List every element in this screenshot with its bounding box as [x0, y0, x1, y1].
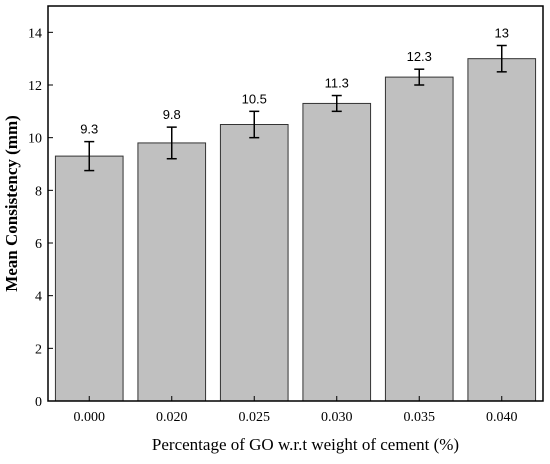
value-label-0.040: 13 [495, 26, 509, 41]
value-label-0.025: 10.5 [242, 91, 267, 106]
x-axis-title: Percentage of GO w.r.t weight of cement … [152, 435, 459, 454]
value-label-0.020: 9.8 [163, 107, 181, 122]
bars-group [54, 58, 537, 402]
x-tick-label-0.020: 0.020 [156, 410, 188, 425]
bar-0.020 [137, 142, 207, 402]
value-labels-group: 9.3 9.8 10.5 11.3 12.3 13 [80, 26, 509, 137]
x-tick-label-0.035: 0.035 [404, 410, 436, 425]
y-tick-label-4: 4 [35, 290, 42, 305]
x-tick-label-0.025: 0.025 [239, 410, 271, 425]
y-tick-label-10: 10 [28, 132, 42, 147]
bar-0.040 [467, 58, 537, 402]
x-tick-label-0.040: 0.040 [486, 410, 518, 425]
y-axis: 0 2 4 6 8 10 12 14 [28, 26, 53, 410]
y-tick-label-2: 2 [35, 342, 42, 357]
bar-0.035 [384, 76, 454, 402]
y-tick-label-6: 6 [35, 237, 42, 252]
value-label-0.030: 11.3 [325, 76, 349, 91]
plot-frame [47, 5, 544, 402]
x-axis: 0.000 0.020 0.025 0.030 0.035 0.040 [74, 396, 518, 425]
y-tick-label-12: 12 [28, 79, 42, 94]
bar-0.030 [302, 102, 372, 402]
error-bars-group [84, 44, 507, 172]
bar-0.025 [219, 124, 289, 402]
y-tick-label-0: 0 [35, 395, 42, 410]
x-tick-label-0.030: 0.030 [321, 410, 353, 425]
y-tick-label-8: 8 [35, 184, 42, 199]
y-tick-label-14: 14 [28, 26, 42, 41]
y-axis-title: Mean Consistency (mm) [2, 115, 21, 292]
value-label-0.000: 9.3 [80, 122, 98, 137]
value-label-0.035: 12.3 [407, 49, 432, 64]
x-tick-label-0.000: 0.000 [74, 410, 106, 425]
bar-0.000 [54, 155, 124, 402]
